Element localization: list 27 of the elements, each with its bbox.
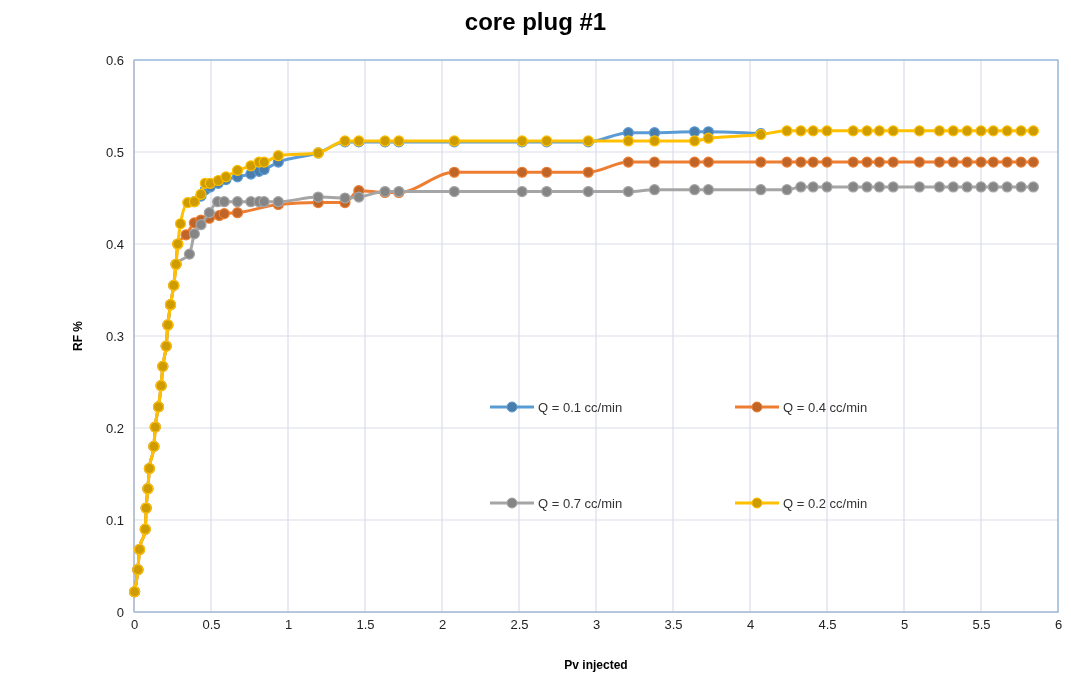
- x-tick-label: 5.5: [972, 617, 991, 633]
- y-tick-label: 0.2: [105, 420, 124, 436]
- x-tick-label: 3.5: [664, 617, 683, 633]
- x-tick-label: 1: [284, 617, 293, 633]
- y-tick-label: 0: [116, 604, 124, 620]
- chart-title: core plug #1: [464, 8, 607, 35]
- x-tick-label: 2: [438, 617, 447, 633]
- y-axis-title: RF %: [71, 320, 85, 351]
- x-axis-title: Pv injected: [564, 658, 628, 672]
- x-tick-label: 5: [900, 617, 909, 633]
- x-tick-label: 4.5: [818, 617, 837, 633]
- x-tick-label: 6: [1054, 617, 1063, 633]
- legend-label: Q = 0.4 cc/min: [783, 400, 868, 415]
- y-tick-label: 0.5: [105, 144, 124, 160]
- x-tick-label: 0.5: [202, 617, 221, 633]
- x-tick-label: 3: [592, 617, 601, 633]
- x-tick-label: 0: [130, 617, 139, 633]
- legend-label: Q = 0.7 cc/min: [538, 496, 623, 511]
- y-tick-label: 0.6: [105, 52, 124, 68]
- legend-label: Q = 0.2 cc/min: [783, 496, 868, 511]
- x-tick-label: 1.5: [356, 617, 375, 633]
- y-tick-label: 0.3: [105, 328, 124, 344]
- x-tick-label: 4: [746, 617, 755, 633]
- x-tick-label: 2.5: [510, 617, 529, 633]
- y-tick-label: 0.1: [105, 512, 124, 528]
- legend-label: Q = 0.1 cc/min: [538, 400, 623, 415]
- y-tick-label: 0.4: [105, 236, 124, 252]
